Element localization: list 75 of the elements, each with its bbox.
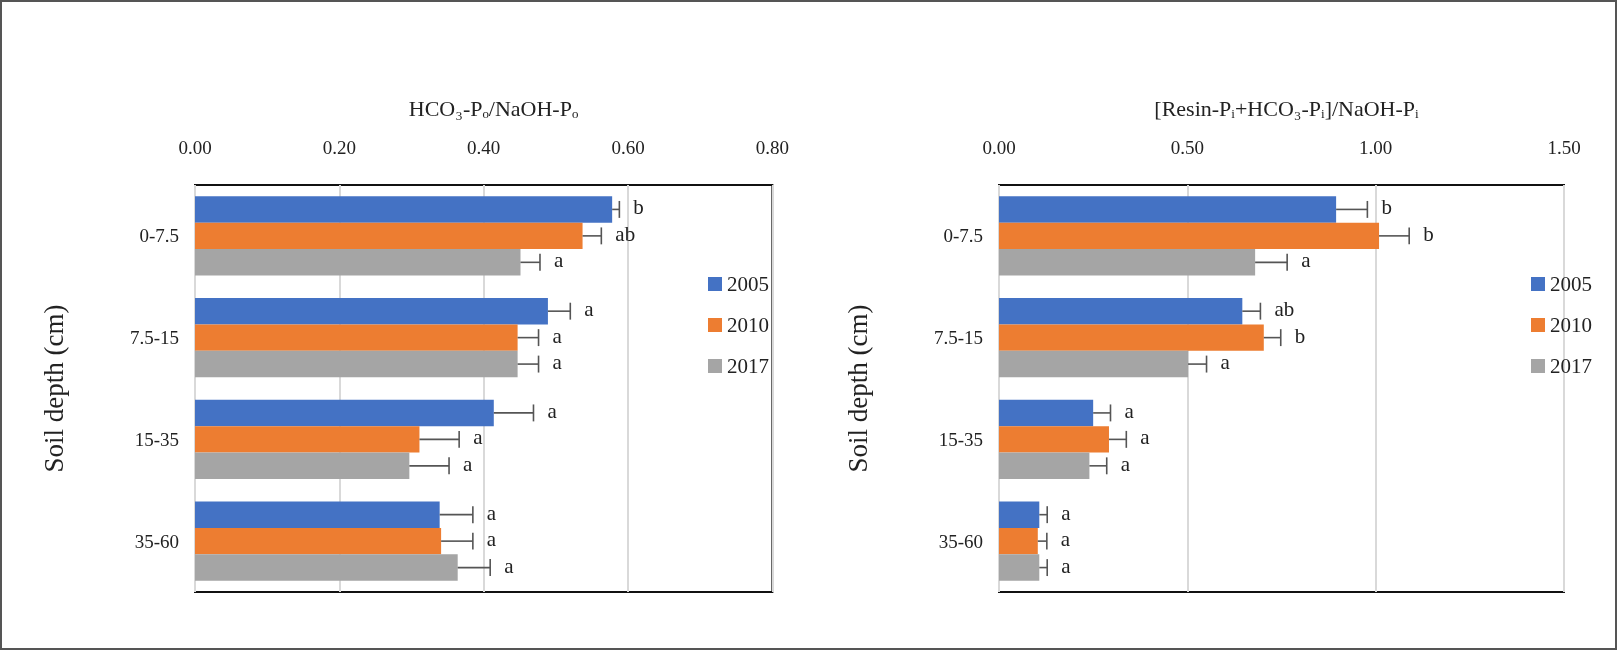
bar (999, 324, 1264, 351)
data-label: a (553, 248, 564, 273)
bar (999, 452, 1090, 480)
legend-label: 2017 (727, 354, 769, 378)
bar (999, 426, 1109, 453)
y-tick-label: 7.5-15 (933, 327, 983, 349)
data-label: ab (615, 221, 636, 246)
y-axis-title: Soil depth (cm) (38, 304, 69, 473)
legend-label: 2010 (1550, 313, 1592, 337)
data-label: a (584, 297, 595, 322)
y-axis-title: Soil depth (cm) (842, 304, 873, 473)
y-tick-label: 15-35 (134, 428, 179, 450)
data-label: a (1060, 527, 1071, 552)
bar (195, 527, 442, 555)
bar (999, 399, 1094, 427)
data-label: a (552, 323, 563, 348)
data-label: a (552, 350, 563, 375)
data-label: a (486, 527, 497, 552)
data-label: b (1423, 221, 1434, 246)
bar (999, 527, 1038, 555)
y-tick-label: 35-60 (134, 530, 179, 552)
x-tick-label: 0.20 (322, 137, 356, 158)
bar (195, 324, 518, 351)
bar (195, 554, 458, 581)
data-label: a (1140, 425, 1151, 450)
y-tick-label: 0-7.5 (943, 225, 983, 247)
x-tick-label: 0.50 (1170, 137, 1204, 158)
bar (195, 350, 518, 378)
bar (999, 501, 1040, 528)
chart-title: HCO₃-Pₒ/NaOH-Pₒ (408, 95, 579, 121)
data-label: a (473, 425, 484, 450)
data-label: a (1120, 451, 1131, 476)
y-tick-label: 7.5-15 (129, 327, 179, 349)
data-label: a (1061, 500, 1072, 525)
y-tick-label: 0-7.5 (139, 225, 179, 247)
y-tick-label: 35-60 (938, 530, 983, 552)
bar (999, 554, 1040, 581)
data-label: a (547, 398, 558, 423)
data-label: ab (1274, 297, 1295, 322)
x-tick-label: 0.00 (178, 137, 212, 158)
bar (195, 452, 410, 480)
data-label: b (1294, 323, 1306, 348)
legend-label: 2017 (1550, 354, 1592, 378)
x-tick-label: 0.80 (755, 137, 789, 158)
data-label: a (1301, 248, 1312, 273)
legend-label: 2010 (727, 313, 769, 337)
x-tick-label: 0.40 (467, 137, 501, 158)
x-tick-label: 0.00 (982, 137, 1016, 158)
data-label: b (633, 195, 644, 220)
bar (999, 196, 1337, 223)
legend-label: 2005 (1550, 272, 1592, 296)
bar (195, 501, 440, 528)
bar (195, 196, 613, 223)
data-label: a (1061, 553, 1072, 578)
bar (999, 350, 1189, 378)
x-tick-label: 1.00 (1359, 137, 1393, 158)
bar (195, 426, 420, 453)
data-label: a (1220, 350, 1231, 375)
bar (195, 399, 494, 427)
bar (999, 222, 1380, 250)
x-tick-label: 0.60 (611, 137, 645, 158)
legend-label: 2005 (727, 272, 769, 296)
data-label: a (1124, 398, 1135, 423)
chart-title: [Resin-Pᵢ+HCO₃-Pᵢ]/NaOH-Pᵢ (1154, 95, 1420, 121)
bar (195, 249, 521, 276)
data-label: a (504, 553, 515, 578)
data-label: a (463, 451, 474, 476)
data-label: b (1381, 195, 1392, 220)
data-label: a (486, 500, 497, 525)
x-tick-label: 1.50 (1547, 137, 1581, 158)
y-tick-label: 15-35 (938, 428, 983, 450)
bar (195, 222, 583, 250)
bar (999, 297, 1243, 325)
bar (195, 297, 548, 325)
bar (999, 249, 1256, 276)
